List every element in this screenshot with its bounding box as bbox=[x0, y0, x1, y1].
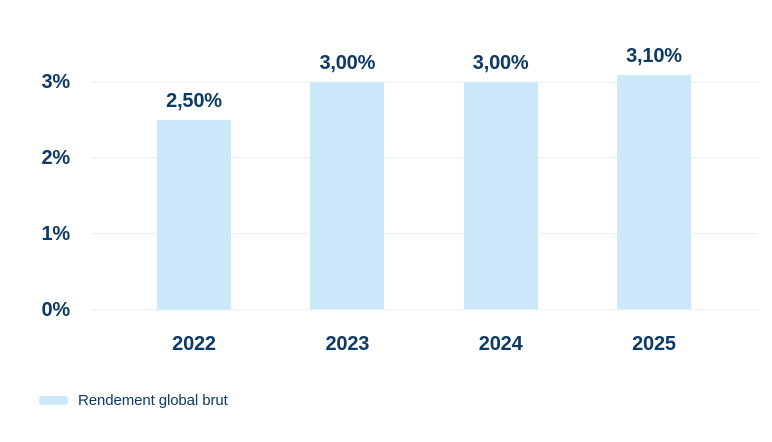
gridline-3% bbox=[92, 81, 757, 83]
bar-value-label: 3,00% bbox=[472, 52, 529, 75]
bar-2025 bbox=[616, 74, 691, 310]
bar-2023 bbox=[310, 82, 385, 310]
y-axis-tick-label: 0% bbox=[41, 298, 70, 321]
bar-2024 bbox=[463, 82, 538, 310]
x-axis-tick-label: 2025 bbox=[632, 333, 676, 355]
legend: Rendement global brut bbox=[39, 392, 228, 409]
y-axis-tick-label: 2% bbox=[41, 146, 70, 169]
y-axis-tick-label: 1% bbox=[41, 222, 70, 245]
legend-swatch bbox=[39, 396, 68, 405]
y-axis-tick-label: 3% bbox=[41, 71, 70, 94]
x-axis-tick-label: 2023 bbox=[325, 333, 370, 355]
gridline-1% bbox=[92, 233, 757, 235]
bar-2022 bbox=[157, 120, 231, 310]
gridline-0% bbox=[92, 309, 757, 310]
x-axis-tick-label: 2022 bbox=[172, 333, 216, 355]
gridline-2% bbox=[92, 157, 757, 159]
x-axis-tick-label: 2024 bbox=[478, 333, 523, 355]
legend-label: Rendement global brut bbox=[78, 392, 228, 409]
bar-value-label: 3,10% bbox=[626, 44, 682, 67]
bar-value-label: 2,50% bbox=[166, 90, 222, 112]
bar-value-label: 3,00% bbox=[319, 52, 376, 75]
